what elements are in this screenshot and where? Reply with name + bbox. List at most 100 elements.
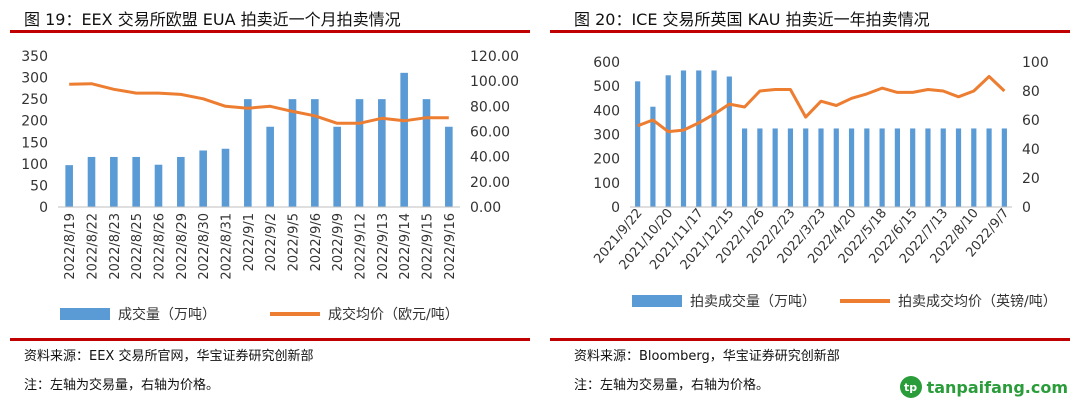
- x-tick-label: 2022/9/2: [264, 213, 279, 271]
- y-right-tick-label: 40: [1022, 142, 1040, 158]
- y-left-tick-label: 200: [593, 152, 620, 168]
- y-left-tick-label: 100: [21, 157, 48, 173]
- bar: [422, 99, 431, 207]
- legend-bar-swatch: [632, 295, 682, 307]
- price-line: [69, 82, 449, 125]
- y-right-tick-label: 80.00: [470, 99, 510, 115]
- y-right-tick-label: 80: [1022, 84, 1040, 100]
- x-tick-label: 2022/9/12: [354, 213, 369, 280]
- y-right-tick-label: 20.00: [470, 175, 510, 191]
- axis-note: 注：左轴为交易量，右轴为价格。: [24, 378, 220, 393]
- bar: [711, 70, 717, 207]
- x-tick-label: 2022/9/1: [242, 213, 257, 271]
- legend-bar-swatch: [60, 308, 110, 320]
- y-right-tick-label: 120.00: [470, 49, 519, 65]
- bar: [378, 99, 386, 207]
- x-tick-label: 2022/8/30: [197, 213, 212, 280]
- axis-note: 注：左轴为交易量，右轴为价格。: [574, 378, 770, 393]
- bottom-red-rule: [550, 338, 1070, 341]
- eex-eua-chart: 0 50 100 150 200 250 300 350 0.00 20.00 40.00 60.00…: [21, 49, 519, 323]
- bar: [65, 165, 73, 207]
- x-tick-label: 2022/8/29: [175, 213, 190, 280]
- ice-kau-chart: 01002003004005006000204060801002021/9/22…: [591, 55, 1056, 310]
- y-right-tick-label: 100.00: [470, 74, 519, 90]
- bar: [925, 128, 931, 207]
- x-tick-label: 2022/8/19: [63, 213, 78, 280]
- y-right-tick-label: 100: [1022, 55, 1049, 71]
- bar: [177, 156, 185, 207]
- bar: [910, 128, 916, 207]
- top-red-rule: [10, 30, 530, 33]
- x-tick-label: 2022/8/22: [86, 213, 101, 280]
- bar: [986, 128, 992, 207]
- y-left-tick-label: 500: [593, 79, 620, 95]
- x-tick-label: 2022/9/14: [398, 213, 413, 280]
- y-left-tick-label: 300: [21, 71, 48, 87]
- bar: [400, 72, 408, 207]
- x-tick-label: 2022/9/5: [287, 213, 302, 271]
- bar: [445, 126, 453, 207]
- x-tick-label: 2022/8/25: [130, 213, 145, 280]
- y-left-tick-label: 400: [593, 103, 620, 119]
- bar: [650, 106, 656, 207]
- bar: [221, 148, 230, 207]
- y-left-tick-label: 0: [39, 200, 48, 216]
- bar: [680, 70, 687, 207]
- x-tick-label: 2022/8/31: [220, 213, 235, 280]
- bar: [971, 128, 977, 207]
- bar: [940, 128, 946, 207]
- x-tick-label: 2022/8/23: [108, 213, 123, 280]
- y-right-tick-label: 40.00: [470, 150, 510, 166]
- legend-bar-label: 成交量（万吨）: [118, 306, 216, 323]
- x-tick-label: 2022/9/9: [331, 213, 346, 271]
- bar: [333, 126, 341, 207]
- y-left-tick-label: 350: [21, 49, 48, 65]
- bottom-red-rule: [10, 338, 530, 341]
- bar: [154, 164, 163, 207]
- y-right-tick-label: 0.00: [470, 200, 501, 216]
- figure-19-panel: 图 19：EEX 交易所欧盟 EUA 拍卖近一个月拍卖情况 0 50 100 150 2…: [10, 10, 530, 393]
- y-left-tick-label: 200: [21, 114, 48, 130]
- figure-19-title: 图 19：EEX 交易所欧盟 EUA 拍卖近一个月拍卖情况: [24, 10, 401, 29]
- figure-20-panel: 图 20：ICE 交易所英国 KAU 拍卖近一年拍卖情况 0 100 200 300 4…: [540, 0, 1080, 404]
- bar: [696, 70, 702, 207]
- bar: [742, 128, 748, 207]
- legend-bar-label: 拍卖成交量（万吨）: [690, 293, 816, 310]
- bar: [110, 156, 118, 207]
- y-left-tick-label: 300: [593, 128, 620, 144]
- bar: [244, 99, 252, 207]
- bar: [288, 99, 297, 207]
- legend-line-label: 成交均价（欧元/吨）: [328, 306, 459, 323]
- y-left-tick-label: 250: [21, 92, 48, 108]
- y-right-tick-label: 60.00: [470, 125, 510, 141]
- bar: [199, 150, 207, 207]
- bar: [772, 128, 778, 207]
- bar: [787, 128, 794, 207]
- bar: [803, 128, 809, 207]
- source-note: 资料来源：Bloomberg，华宝证券研究创新部: [574, 349, 840, 364]
- y-left-tick-label: 600: [593, 55, 620, 71]
- figure-20-title: 图 20：ICE 交易所英国 KAU 拍卖近一年拍卖情况: [574, 10, 930, 29]
- bar: [833, 128, 839, 207]
- watermark-text: tanpaifang.com: [926, 377, 1068, 397]
- bar: [87, 156, 96, 207]
- y-right-tick-label: 60: [1022, 113, 1040, 129]
- y-right-tick-label: 0: [1022, 200, 1031, 216]
- source-note: 资料来源：EEX 交易所官网，华宝证券研究创新部: [24, 349, 314, 364]
- bar: [955, 128, 962, 207]
- price-line: [637, 75, 1006, 134]
- x-tick-label: 2022/9/13: [376, 213, 391, 280]
- bar: [894, 128, 900, 207]
- bar: [726, 76, 732, 207]
- y-left-tick-label: 50: [30, 178, 48, 194]
- top-red-rule: [550, 30, 1070, 33]
- bar: [848, 128, 855, 207]
- bar: [665, 75, 671, 207]
- x-tick-label: 2022/9/6: [309, 213, 324, 271]
- tanpaifang-logo-icon: tp: [899, 376, 922, 398]
- bar: [311, 99, 319, 207]
- bar: [355, 99, 364, 207]
- bar: [818, 128, 824, 207]
- bar: [1001, 128, 1007, 207]
- x-tick-label: 2022/8/26: [153, 213, 168, 280]
